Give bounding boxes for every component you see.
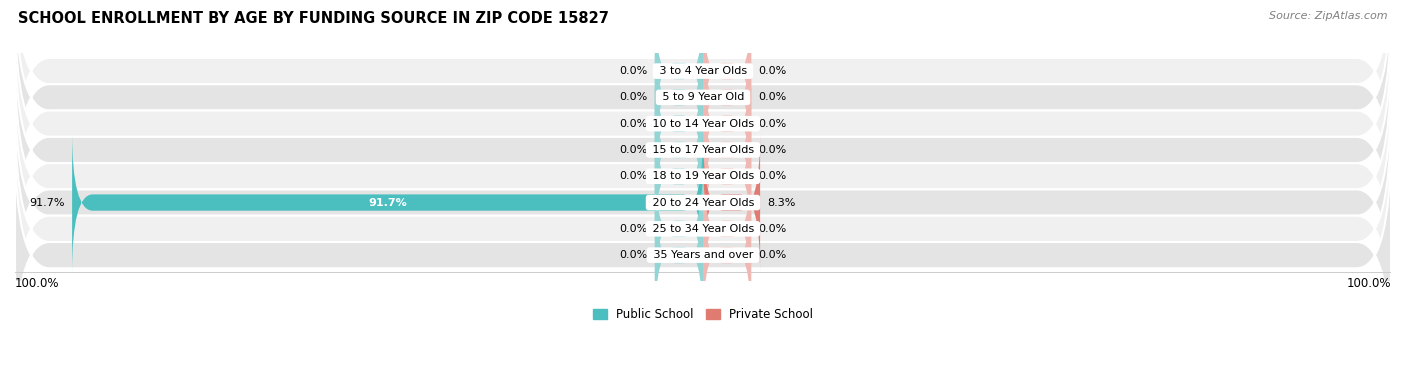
FancyBboxPatch shape [703,106,751,247]
Text: SCHOOL ENROLLMENT BY AGE BY FUNDING SOURCE IN ZIP CODE 15827: SCHOOL ENROLLMENT BY AGE BY FUNDING SOUR… [18,11,609,26]
FancyBboxPatch shape [703,158,751,300]
FancyBboxPatch shape [655,106,703,247]
Text: 3 to 4 Year Olds: 3 to 4 Year Olds [655,66,751,76]
Text: 5 to 9 Year Old: 5 to 9 Year Old [658,92,748,103]
FancyBboxPatch shape [655,53,703,195]
FancyBboxPatch shape [15,0,1391,189]
Text: 0.0%: 0.0% [620,145,648,155]
Text: 20 to 24 Year Olds: 20 to 24 Year Olds [648,198,758,208]
FancyBboxPatch shape [655,0,703,142]
FancyBboxPatch shape [15,0,1391,216]
Text: 8.3%: 8.3% [768,198,796,208]
FancyBboxPatch shape [15,5,1391,242]
Text: 15 to 17 Year Olds: 15 to 17 Year Olds [648,145,758,155]
FancyBboxPatch shape [703,0,751,142]
Text: 25 to 34 Year Olds: 25 to 34 Year Olds [648,224,758,234]
Text: 100.0%: 100.0% [1347,277,1391,290]
FancyBboxPatch shape [72,132,703,273]
FancyBboxPatch shape [15,32,1391,268]
FancyBboxPatch shape [15,110,1391,347]
Text: 0.0%: 0.0% [758,119,786,129]
FancyBboxPatch shape [15,58,1391,294]
FancyBboxPatch shape [703,132,761,273]
Text: 0.0%: 0.0% [758,145,786,155]
FancyBboxPatch shape [703,27,751,168]
FancyBboxPatch shape [655,79,703,221]
FancyBboxPatch shape [655,184,703,326]
Text: 10 to 14 Year Olds: 10 to 14 Year Olds [648,119,758,129]
Text: 0.0%: 0.0% [620,224,648,234]
Text: 0.0%: 0.0% [620,92,648,103]
Text: 0.0%: 0.0% [620,66,648,76]
FancyBboxPatch shape [655,27,703,168]
FancyBboxPatch shape [703,79,751,221]
Text: 35 Years and over: 35 Years and over [650,250,756,260]
Text: 0.0%: 0.0% [758,250,786,260]
Legend: Public School, Private School: Public School, Private School [588,303,818,326]
Text: 91.7%: 91.7% [30,198,65,208]
Text: 100.0%: 100.0% [15,277,59,290]
Text: 0.0%: 0.0% [620,250,648,260]
Text: 0.0%: 0.0% [758,66,786,76]
Text: 0.0%: 0.0% [758,224,786,234]
Text: 91.7%: 91.7% [368,198,406,208]
FancyBboxPatch shape [655,158,703,300]
Text: Source: ZipAtlas.com: Source: ZipAtlas.com [1270,11,1388,21]
Text: 0.0%: 0.0% [758,171,786,181]
Text: 0.0%: 0.0% [620,119,648,129]
FancyBboxPatch shape [703,184,751,326]
FancyBboxPatch shape [15,137,1391,374]
Text: 18 to 19 Year Olds: 18 to 19 Year Olds [648,171,758,181]
Text: 0.0%: 0.0% [620,171,648,181]
FancyBboxPatch shape [703,53,751,195]
Text: 0.0%: 0.0% [758,92,786,103]
FancyBboxPatch shape [15,84,1391,321]
